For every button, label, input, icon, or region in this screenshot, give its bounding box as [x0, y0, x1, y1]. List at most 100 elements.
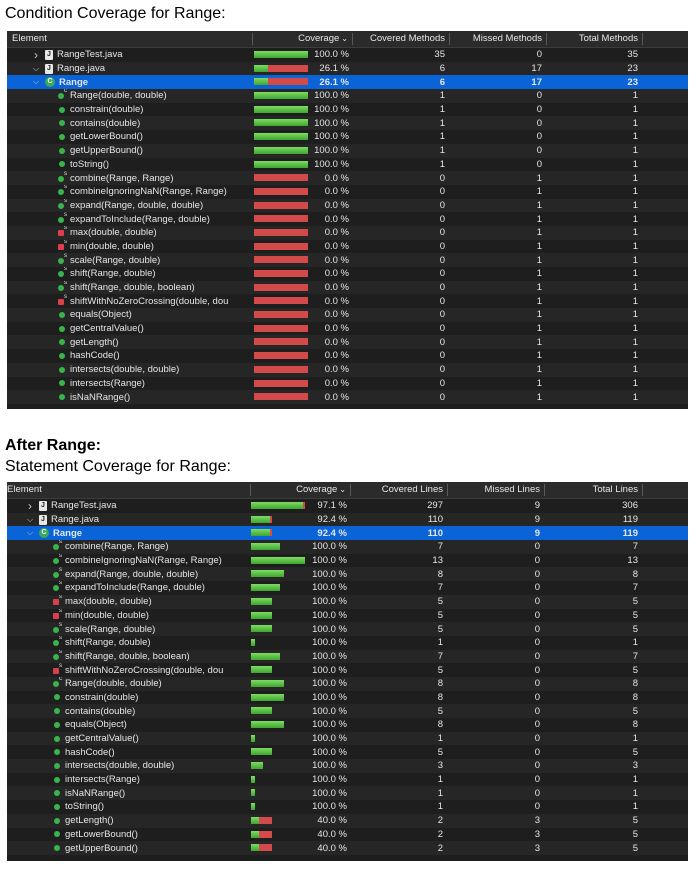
table-row[interactable]: getUpperBound() 40.0 % 2 3 5 [7, 841, 688, 855]
chevron-down-icon[interactable]: ⌵ [32, 77, 40, 87]
table-row[interactable]: getLength() 40.0 % 2 3 5 [7, 813, 688, 828]
element-label: hashCode() [70, 350, 120, 362]
header-coverage[interactable]: Coverage ⌄ [251, 482, 346, 498]
table-row[interactable]: scale(Range, double) 100.0 % 5 0 5 [7, 622, 688, 636]
missed-count: 3 [534, 815, 540, 827]
table-row[interactable]: getCentralValue() 100.0 % 1 0 1 [7, 731, 688, 746]
table-row[interactable]: getLowerBound() 40.0 % 2 3 5 [7, 827, 688, 842]
table-row[interactable]: intersects(Range) 100.0 % 1 0 1 [7, 772, 688, 787]
public-method-icon [59, 106, 65, 113]
table-row[interactable]: shift(Range, double, boolean) 0.0 % 0 1 1 [7, 280, 688, 295]
table-row[interactable]: hashCode() 100.0 % 5 0 5 [7, 745, 688, 760]
coverage-percent: 100.0 % [314, 49, 349, 61]
private-static-method-icon [57, 226, 67, 237]
missed-count: 1 [536, 199, 542, 211]
table-row[interactable]: Range(double, double) 100.0 % 1 0 1 [7, 89, 688, 103]
element-cell: hashCode() [52, 745, 247, 759]
table-row[interactable]: hashCode() 0.0 % 0 1 1 [7, 349, 688, 363]
total-count: 1 [632, 186, 638, 198]
table-row[interactable]: contains(double) 100.0 % 1 0 1 [7, 116, 688, 131]
table-row[interactable]: shift(Range, double) 0.0 % 0 1 1 [7, 267, 688, 281]
table-row[interactable]: Range(double, double) 100.0 % 8 0 8 [7, 676, 688, 691]
table-row[interactable]: scale(Range, double) 0.0 % 0 1 1 [7, 253, 688, 267]
table-row[interactable]: ⌵ J Range.java 92.4 % 110 9 119 [7, 512, 688, 527]
table-row[interactable]: getLowerBound() 100.0 % 1 0 1 [7, 130, 688, 144]
header-element[interactable]: Element [7, 484, 42, 495]
header-element[interactable]: Element [12, 33, 47, 44]
table-row[interactable]: expand(Range, double, double) 100.0 % 8 0 8 [7, 567, 688, 582]
table-row[interactable]: toString() 100.0 % 1 0 1 [7, 800, 688, 814]
header-missed[interactable]: Missed Lines [484, 484, 540, 495]
element-cell: toString() [57, 158, 247, 172]
header-total[interactable]: Total Lines [592, 484, 638, 495]
element-cell: expand(Range, double, double) [57, 199, 247, 213]
table-row[interactable]: shift(Range, double) 100.0 % 1 0 1 [7, 635, 688, 650]
element-cell: Range(double, double) [57, 89, 247, 103]
element-cell: combineIgnoringNaN(Range, Range) [57, 185, 247, 199]
java-file-icon: J [45, 63, 53, 74]
static-method-icon [57, 185, 67, 196]
header-covered[interactable]: Covered Methods [370, 33, 445, 44]
table-header: Element Coverage ⌄ Covered Lines Missed L… [7, 482, 688, 499]
table-row[interactable]: max(double, double) 100.0 % 5 0 5 [7, 594, 688, 609]
total-count: 5 [632, 623, 638, 635]
table-row[interactable]: ⌵ C Range 92.4 % 110 9 119 [7, 526, 688, 541]
table-row[interactable]: constrain(double) 100.0 % 1 0 1 [7, 102, 688, 117]
coverage-percent: 100.0 % [312, 691, 347, 703]
table-row[interactable]: equals(Object) 100.0 % 8 0 8 [7, 718, 688, 732]
table-row[interactable]: shiftWithNoZeroCrossing(double, dou 100.0… [7, 663, 688, 677]
coverage-bar [254, 92, 308, 100]
java-file-icon: J [45, 49, 53, 60]
table-row[interactable]: contains(double) 100.0 % 5 0 5 [7, 704, 688, 718]
table-row[interactable]: combineIgnoringNaN(Range, Range) 100.0 % 1… [7, 553, 688, 568]
table-row[interactable]: ⌵ J Range.java 26.1 % 6 17 23 [7, 61, 688, 76]
coverage-bar [251, 529, 272, 537]
table-row[interactable]: max(double, double) 0.0 % 0 1 1 [7, 225, 688, 240]
table-row[interactable]: getLength() 0.0 % 0 1 1 [7, 335, 688, 350]
table-row[interactable]: intersects(double, double) 100.0 % 3 0 3 [7, 759, 688, 773]
table-row[interactable]: combine(Range, Range) 100.0 % 7 0 7 [7, 540, 688, 554]
table-row[interactable]: combineIgnoringNaN(Range, Range) 0.0 % 0 1 1 [7, 184, 688, 199]
public-method-icon [54, 694, 60, 701]
table-row[interactable]: intersects(double, double) 0.0 % 0 1 1 [7, 362, 688, 377]
missed-count: 0 [534, 705, 540, 717]
covered-count: 1 [439, 145, 445, 157]
element-label: intersects(Range) [70, 377, 145, 389]
table-row[interactable]: › J RangeTest.java 97.1 % 297 9 306 [7, 499, 688, 513]
chevron-down-icon[interactable]: ⌵ [26, 514, 34, 524]
table-row[interactable]: ⌵ C Range 26.1 % 6 17 23 [7, 75, 688, 90]
table-row[interactable]: intersects(Range) 0.0 % 0 1 1 [7, 376, 688, 391]
total-count: 119 [622, 514, 638, 526]
table-row[interactable]: expandToInclude(Range, double) 100.0 % 7 0 7 [7, 581, 688, 595]
table-row[interactable]: getUpperBound() 100.0 % 1 0 1 [7, 143, 688, 158]
coverage-bar [254, 338, 308, 346]
table-row[interactable]: isNaNRange() 100.0 % 1 0 1 [7, 786, 688, 801]
header-missed[interactable]: Missed Methods [472, 33, 542, 44]
chevron-right-icon[interactable]: › [28, 499, 32, 513]
element-label: shift(Range, double, boolean) [70, 282, 195, 294]
coverage-bar [254, 297, 308, 305]
table-row[interactable]: min(double, double) 0.0 % 0 1 1 [7, 239, 688, 254]
table-row[interactable]: combine(Range, Range) 0.0 % 0 1 1 [7, 171, 688, 185]
table-row[interactable]: isNaNRange() 0.0 % 0 1 1 [7, 390, 688, 404]
header-coverage[interactable]: Coverage ⌄ [253, 31, 348, 47]
table-row[interactable]: › J RangeTest.java 100.0 % 35 0 35 [7, 48, 688, 62]
table-row[interactable]: getCentralValue() 0.0 % 0 1 1 [7, 321, 688, 336]
element-label: intersects(double, double) [70, 364, 180, 376]
total-count: 1 [632, 377, 638, 389]
table-row[interactable]: toString() 100.0 % 1 0 1 [7, 157, 688, 172]
chevron-right-icon[interactable]: › [34, 48, 38, 62]
chevron-down-icon[interactable]: ⌵ [32, 63, 40, 73]
table-row[interactable]: constrain(double) 100.0 % 8 0 8 [7, 690, 688, 705]
coverage-bar [254, 215, 308, 223]
coverage-bar [251, 584, 280, 592]
table-row[interactable]: shiftWithNoZeroCrossing(double, dou 0.0 %… [7, 294, 688, 309]
table-row[interactable]: equals(Object) 0.0 % 0 1 1 [7, 308, 688, 322]
table-row[interactable]: expand(Range, double, double) 0.0 % 0 1 1 [7, 198, 688, 213]
table-row[interactable]: min(double, double) 100.0 % 5 0 5 [7, 608, 688, 623]
chevron-down-icon[interactable]: ⌵ [26, 528, 34, 538]
table-row[interactable]: expandToInclude(Range, double) 0.0 % 0 1 1 [7, 212, 688, 226]
header-covered[interactable]: Covered Lines [381, 484, 443, 495]
header-total[interactable]: Total Methods [578, 33, 638, 44]
table-row[interactable]: shift(Range, double, boolean) 100.0 % 7 0 7 [7, 649, 688, 664]
